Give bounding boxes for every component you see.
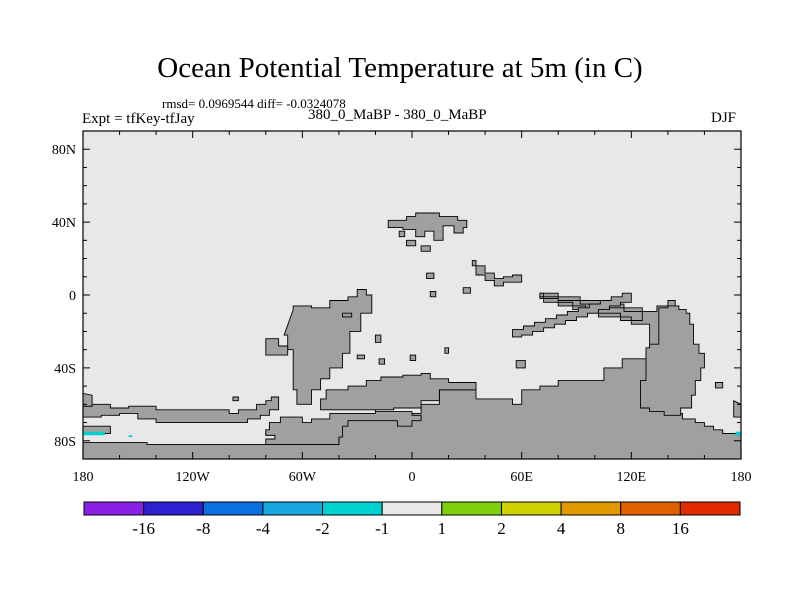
experiment-label: Expt = tfKey-tfJay: [82, 111, 195, 127]
stats-line: rmsd= 0.0969544 diff= -0.0324078: [162, 96, 346, 111]
land-region-21: [374, 334, 382, 343]
land-layer: [83, 212, 741, 459]
land-region-3: [265, 338, 289, 356]
plot-title: Ocean Potential Temperature at 5m (in C): [157, 52, 643, 84]
colorbar-swatch: [262, 501, 324, 516]
land-region-2: [283, 289, 373, 405]
land-region-22: [378, 358, 386, 365]
land-region-23: [409, 354, 417, 362]
colorbar-label: 1: [438, 519, 447, 538]
land-region-9: [406, 239, 417, 247]
colorbar-label: -8: [196, 519, 210, 538]
season-label: DJF: [711, 110, 737, 126]
land-region-13: [462, 287, 471, 294]
anomaly-patch-0: [83, 431, 105, 436]
colorbar-swatch: [381, 501, 443, 516]
x-axis-labels: 180 120W 60W 0 60E 120E 180: [73, 470, 752, 485]
colorbar-label: 16: [672, 519, 689, 538]
land-region-18: [444, 347, 450, 354]
anomaly-layer: [83, 431, 741, 438]
colorbar-label: 8: [616, 519, 625, 538]
land-region-27: [83, 425, 111, 434]
axis-ticks: [82, 131, 742, 459]
colorbar: -16 -8 -4 -2 -1 1 2 4 8 16: [83, 501, 741, 538]
land-region-10: [420, 245, 431, 252]
land-region-0: [83, 396, 280, 424]
x-tick-label: 60W: [289, 470, 317, 485]
y-tick-label: 40N: [52, 216, 76, 231]
land-region-8: [387, 212, 468, 241]
anomaly-patch-2: [735, 431, 741, 436]
colorbar-swatch: [83, 501, 145, 516]
colorbar-label: -16: [132, 519, 155, 538]
colorbar-swatch: [143, 501, 204, 516]
y-tick-label: 80N: [52, 143, 76, 158]
colorbar-label: 4: [557, 519, 566, 538]
land-region-25: [83, 392, 93, 407]
colorbar-swatch: [679, 501, 741, 516]
x-tick-label: 180: [73, 470, 94, 485]
land-region-16: [342, 312, 353, 318]
y-axis-labels: 80N 40N 0 40S 80S: [52, 143, 76, 450]
anomaly-patch-1: [128, 435, 133, 438]
land-region-4: [265, 372, 477, 445]
colorbar-label: -4: [256, 519, 271, 538]
colorbar-swatch: [620, 501, 681, 516]
land-region-20: [232, 396, 239, 402]
y-tick-label: 80S: [54, 435, 76, 450]
colorbar-swatch: [500, 501, 562, 516]
land-region-17: [356, 354, 365, 360]
colorbar-label: -1: [375, 519, 389, 538]
y-tick-label: 0: [69, 289, 76, 304]
land-region-7: [512, 292, 632, 338]
land-region-5: [640, 305, 705, 416]
y-tick-label: 40S: [54, 362, 76, 377]
colorbar-label: 2: [497, 519, 506, 538]
land-region-15: [429, 290, 437, 298]
colorbar-swatch: [441, 501, 502, 516]
x-tick-label: 120W: [176, 470, 211, 485]
land-region-11: [398, 230, 406, 238]
land-region-24: [714, 382, 724, 389]
land-region-19: [515, 360, 526, 369]
case-label: 380_0_MaBP - 380_0_MaBP: [308, 107, 487, 123]
colorbar-label: -2: [315, 519, 329, 538]
land-region-14: [426, 272, 435, 280]
x-tick-label: 0: [409, 470, 416, 485]
x-tick-label: 120E: [617, 470, 647, 485]
x-tick-label: 180: [731, 470, 752, 485]
colorbar-swatch: [322, 501, 383, 516]
colorbar-swatch: [560, 501, 622, 516]
x-tick-label: 60E: [510, 470, 533, 485]
colorbar-swatch: [202, 501, 264, 516]
land-region-12: [471, 259, 523, 287]
